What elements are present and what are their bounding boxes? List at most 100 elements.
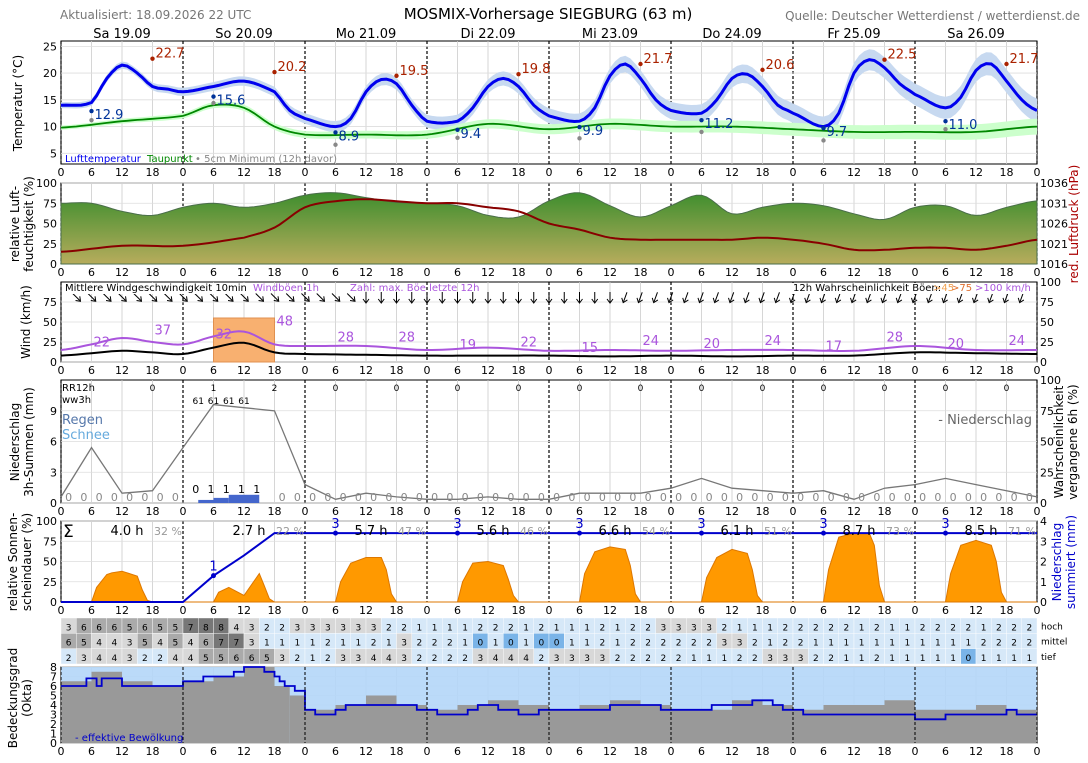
temp-hour-tick: 18 bbox=[268, 166, 282, 179]
rain-zero: 0 bbox=[950, 491, 957, 504]
sun-y2tick: 0 bbox=[1040, 596, 1047, 609]
day-label: Di 22.09 bbox=[461, 27, 516, 42]
cloud-layer-value: 3 bbox=[676, 623, 682, 633]
arrow-head bbox=[895, 297, 903, 304]
wind-direction-arrow bbox=[651, 292, 659, 304]
cloud-layer-value: 4 bbox=[157, 639, 163, 649]
min-temp-label: 8.9 bbox=[339, 129, 360, 144]
temp-hour-tick: 6 bbox=[576, 166, 583, 179]
ww3h-value: 61 bbox=[238, 397, 249, 407]
sun-hour-tick: 0 bbox=[546, 604, 553, 617]
wind-hour-tick: 12 bbox=[603, 364, 617, 377]
max-temp-point bbox=[760, 67, 765, 73]
sun-y2tick: 3 bbox=[1040, 535, 1047, 548]
arrow-head bbox=[682, 297, 689, 304]
cloud-layer-value: 1 bbox=[874, 639, 880, 649]
hum-y2tick: 1036 bbox=[1040, 177, 1068, 190]
arrow-head bbox=[773, 297, 781, 304]
cloud-layer-value: 2 bbox=[828, 623, 834, 633]
wind-y2tick: 0 bbox=[1040, 356, 1047, 369]
rain-zero: 0 bbox=[80, 491, 87, 504]
min5cm-point bbox=[211, 100, 216, 106]
wind-hour-tick: 6 bbox=[820, 364, 827, 377]
precip-sum-label: 3 bbox=[453, 517, 461, 532]
cloud-hour-tick: 0 bbox=[58, 745, 65, 758]
pressure-ylabel-line: red. Luftdruck (hPa) bbox=[1067, 165, 1081, 284]
cloud-layer-value: 2 bbox=[615, 654, 621, 664]
wind-y2tick: 50 bbox=[1040, 316, 1054, 329]
arrow-shaft bbox=[255, 293, 264, 301]
sun-hours-total: 4.0 h bbox=[110, 524, 143, 539]
sun-hour-tick: 12 bbox=[725, 604, 739, 617]
arrow-shaft bbox=[72, 293, 81, 301]
cloud-layer-value: 3 bbox=[706, 623, 712, 633]
cloud-layer-value: 2 bbox=[752, 639, 758, 649]
arrow-shaft bbox=[133, 293, 142, 301]
rain-zero: 0 bbox=[294, 491, 301, 504]
hum-y2tick: 1016 bbox=[1040, 258, 1068, 271]
wind-direction-arrow bbox=[530, 292, 538, 304]
cloud-hour-tick: 0 bbox=[912, 745, 919, 758]
sun-hour-tick: 12 bbox=[115, 604, 129, 617]
arrow-head bbox=[941, 297, 948, 304]
prec-y2tick: 0 bbox=[1040, 497, 1047, 510]
wind-ylabel: Wind (km/h) bbox=[19, 285, 33, 359]
arrow-head bbox=[834, 297, 842, 304]
hum-hour-tick: 12 bbox=[603, 266, 617, 279]
cloud-layer-value: 1 bbox=[295, 639, 301, 649]
sun-hour-tick: 18 bbox=[268, 604, 282, 617]
cloud-hour-tick: 6 bbox=[210, 745, 217, 758]
rain-zero: 0 bbox=[721, 491, 728, 504]
max-temp-label: 22.7 bbox=[156, 47, 185, 62]
cloud-layer-value: 2 bbox=[950, 623, 956, 633]
wind-hour-tick: 0 bbox=[302, 364, 309, 377]
arrow-shaft bbox=[331, 293, 340, 301]
cloud-hour-tick: 12 bbox=[725, 745, 739, 758]
hum-hour-tick: 0 bbox=[180, 266, 187, 279]
cloud-layer-value: 1 bbox=[935, 654, 941, 664]
arrow-head bbox=[182, 296, 188, 302]
cloud-layer-value: 1 bbox=[859, 623, 865, 633]
min-temp-point bbox=[211, 94, 216, 99]
hum-hour-tick: 6 bbox=[820, 266, 827, 279]
gust-max-label: 22 bbox=[521, 335, 538, 350]
wind-direction-arrow bbox=[224, 293, 234, 302]
wind-direction-arrow bbox=[560, 292, 568, 304]
sun-ytick: 25 bbox=[43, 576, 57, 589]
cloud-layer-value: 3 bbox=[767, 654, 773, 664]
sun-hour-tick: 18 bbox=[634, 604, 648, 617]
wind-direction-arrow bbox=[484, 292, 492, 304]
cloud-layer-value: 2 bbox=[66, 654, 72, 664]
precip-sum-ylabel: Niederschlag summiert (mm) bbox=[1050, 515, 1078, 609]
wind-hour-tick: 18 bbox=[512, 364, 526, 377]
rain-zero: 0 bbox=[797, 491, 804, 504]
arrow-head bbox=[197, 296, 204, 302]
cloud-layer-value: 3 bbox=[325, 623, 331, 633]
sun-hour-tick: 0 bbox=[668, 604, 675, 617]
rain-zero: 0 bbox=[995, 491, 1002, 504]
sun-percent: 51 % bbox=[764, 525, 792, 538]
cloud-total-bar bbox=[335, 705, 366, 743]
cloud-layer-value: 1 bbox=[447, 623, 453, 633]
min-temp-label: 9.9 bbox=[583, 124, 604, 139]
temp-hour-tick: 6 bbox=[88, 166, 95, 179]
prec-hour-tick: 6 bbox=[698, 505, 705, 518]
wind-hour-tick: 12 bbox=[115, 364, 129, 377]
hum-hour-tick: 6 bbox=[576, 266, 583, 279]
cloud-total-bar bbox=[289, 695, 305, 743]
cloud-ytick: 0 bbox=[50, 737, 57, 750]
cloud-layer-value: 2 bbox=[600, 623, 606, 633]
arrow-head bbox=[362, 298, 370, 304]
hum-y2tick: 1031 bbox=[1040, 197, 1068, 210]
arrow-head bbox=[865, 297, 872, 304]
wind-direction-arrow bbox=[712, 292, 720, 304]
precip-sum-point bbox=[577, 530, 582, 536]
wind-hour-tick: 6 bbox=[576, 364, 583, 377]
arrow-head bbox=[484, 298, 492, 304]
rain-zero: 0 bbox=[904, 491, 911, 504]
cloud-layer-value: 1 bbox=[889, 654, 895, 664]
cloud-layer-value: 1 bbox=[767, 639, 773, 649]
sun-ylabel-line: scheindauer (%) bbox=[20, 513, 34, 611]
cloud-layer-value: 1 bbox=[950, 639, 956, 649]
cloud-layer-value: 8 bbox=[203, 623, 209, 633]
